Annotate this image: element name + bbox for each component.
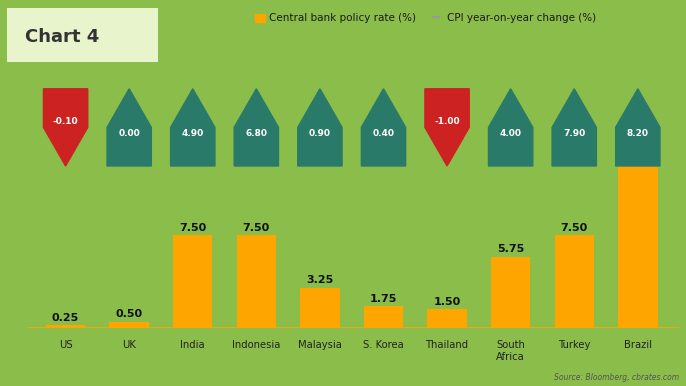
Text: -0.10: -0.10 — [53, 117, 78, 126]
Text: 0.50: 0.50 — [116, 310, 143, 320]
Text: 7.50: 7.50 — [179, 223, 206, 232]
Text: Source: Bloomberg, cbrates.com: Source: Bloomberg, cbrates.com — [554, 373, 679, 382]
Bar — [554, 235, 594, 328]
Text: 0.90: 0.90 — [309, 129, 331, 138]
Text: 0.40: 0.40 — [372, 129, 394, 138]
Text: 6.80: 6.80 — [246, 129, 268, 138]
Legend: Central bank policy rate (%), CPI year-on-year change (%): Central bank policy rate (%), CPI year-o… — [250, 9, 600, 27]
Text: 7.50: 7.50 — [560, 223, 588, 232]
Text: 0.25: 0.25 — [52, 313, 79, 323]
Text: 7.50: 7.50 — [243, 223, 270, 232]
Text: Chart 4: Chart 4 — [25, 29, 99, 46]
Text: 0.00: 0.00 — [118, 129, 140, 138]
Bar — [110, 322, 149, 328]
Text: 1.75: 1.75 — [370, 294, 397, 304]
Bar — [300, 288, 340, 328]
Text: 8.20: 8.20 — [627, 129, 649, 138]
Bar — [618, 164, 657, 328]
Bar — [427, 310, 466, 328]
Text: 4.90: 4.90 — [182, 129, 204, 138]
Text: 7.90: 7.90 — [563, 129, 585, 138]
Text: 13.25: 13.25 — [620, 151, 655, 161]
Text: 1.50: 1.50 — [434, 297, 461, 307]
Bar — [364, 306, 403, 328]
Bar — [173, 235, 213, 328]
Bar — [237, 235, 276, 328]
Bar — [491, 257, 530, 328]
Text: -1.00: -1.00 — [434, 117, 460, 126]
Text: 5.75: 5.75 — [497, 244, 524, 254]
Text: 4.00: 4.00 — [499, 129, 521, 138]
Bar — [46, 325, 85, 328]
Text: 3.25: 3.25 — [306, 275, 333, 285]
